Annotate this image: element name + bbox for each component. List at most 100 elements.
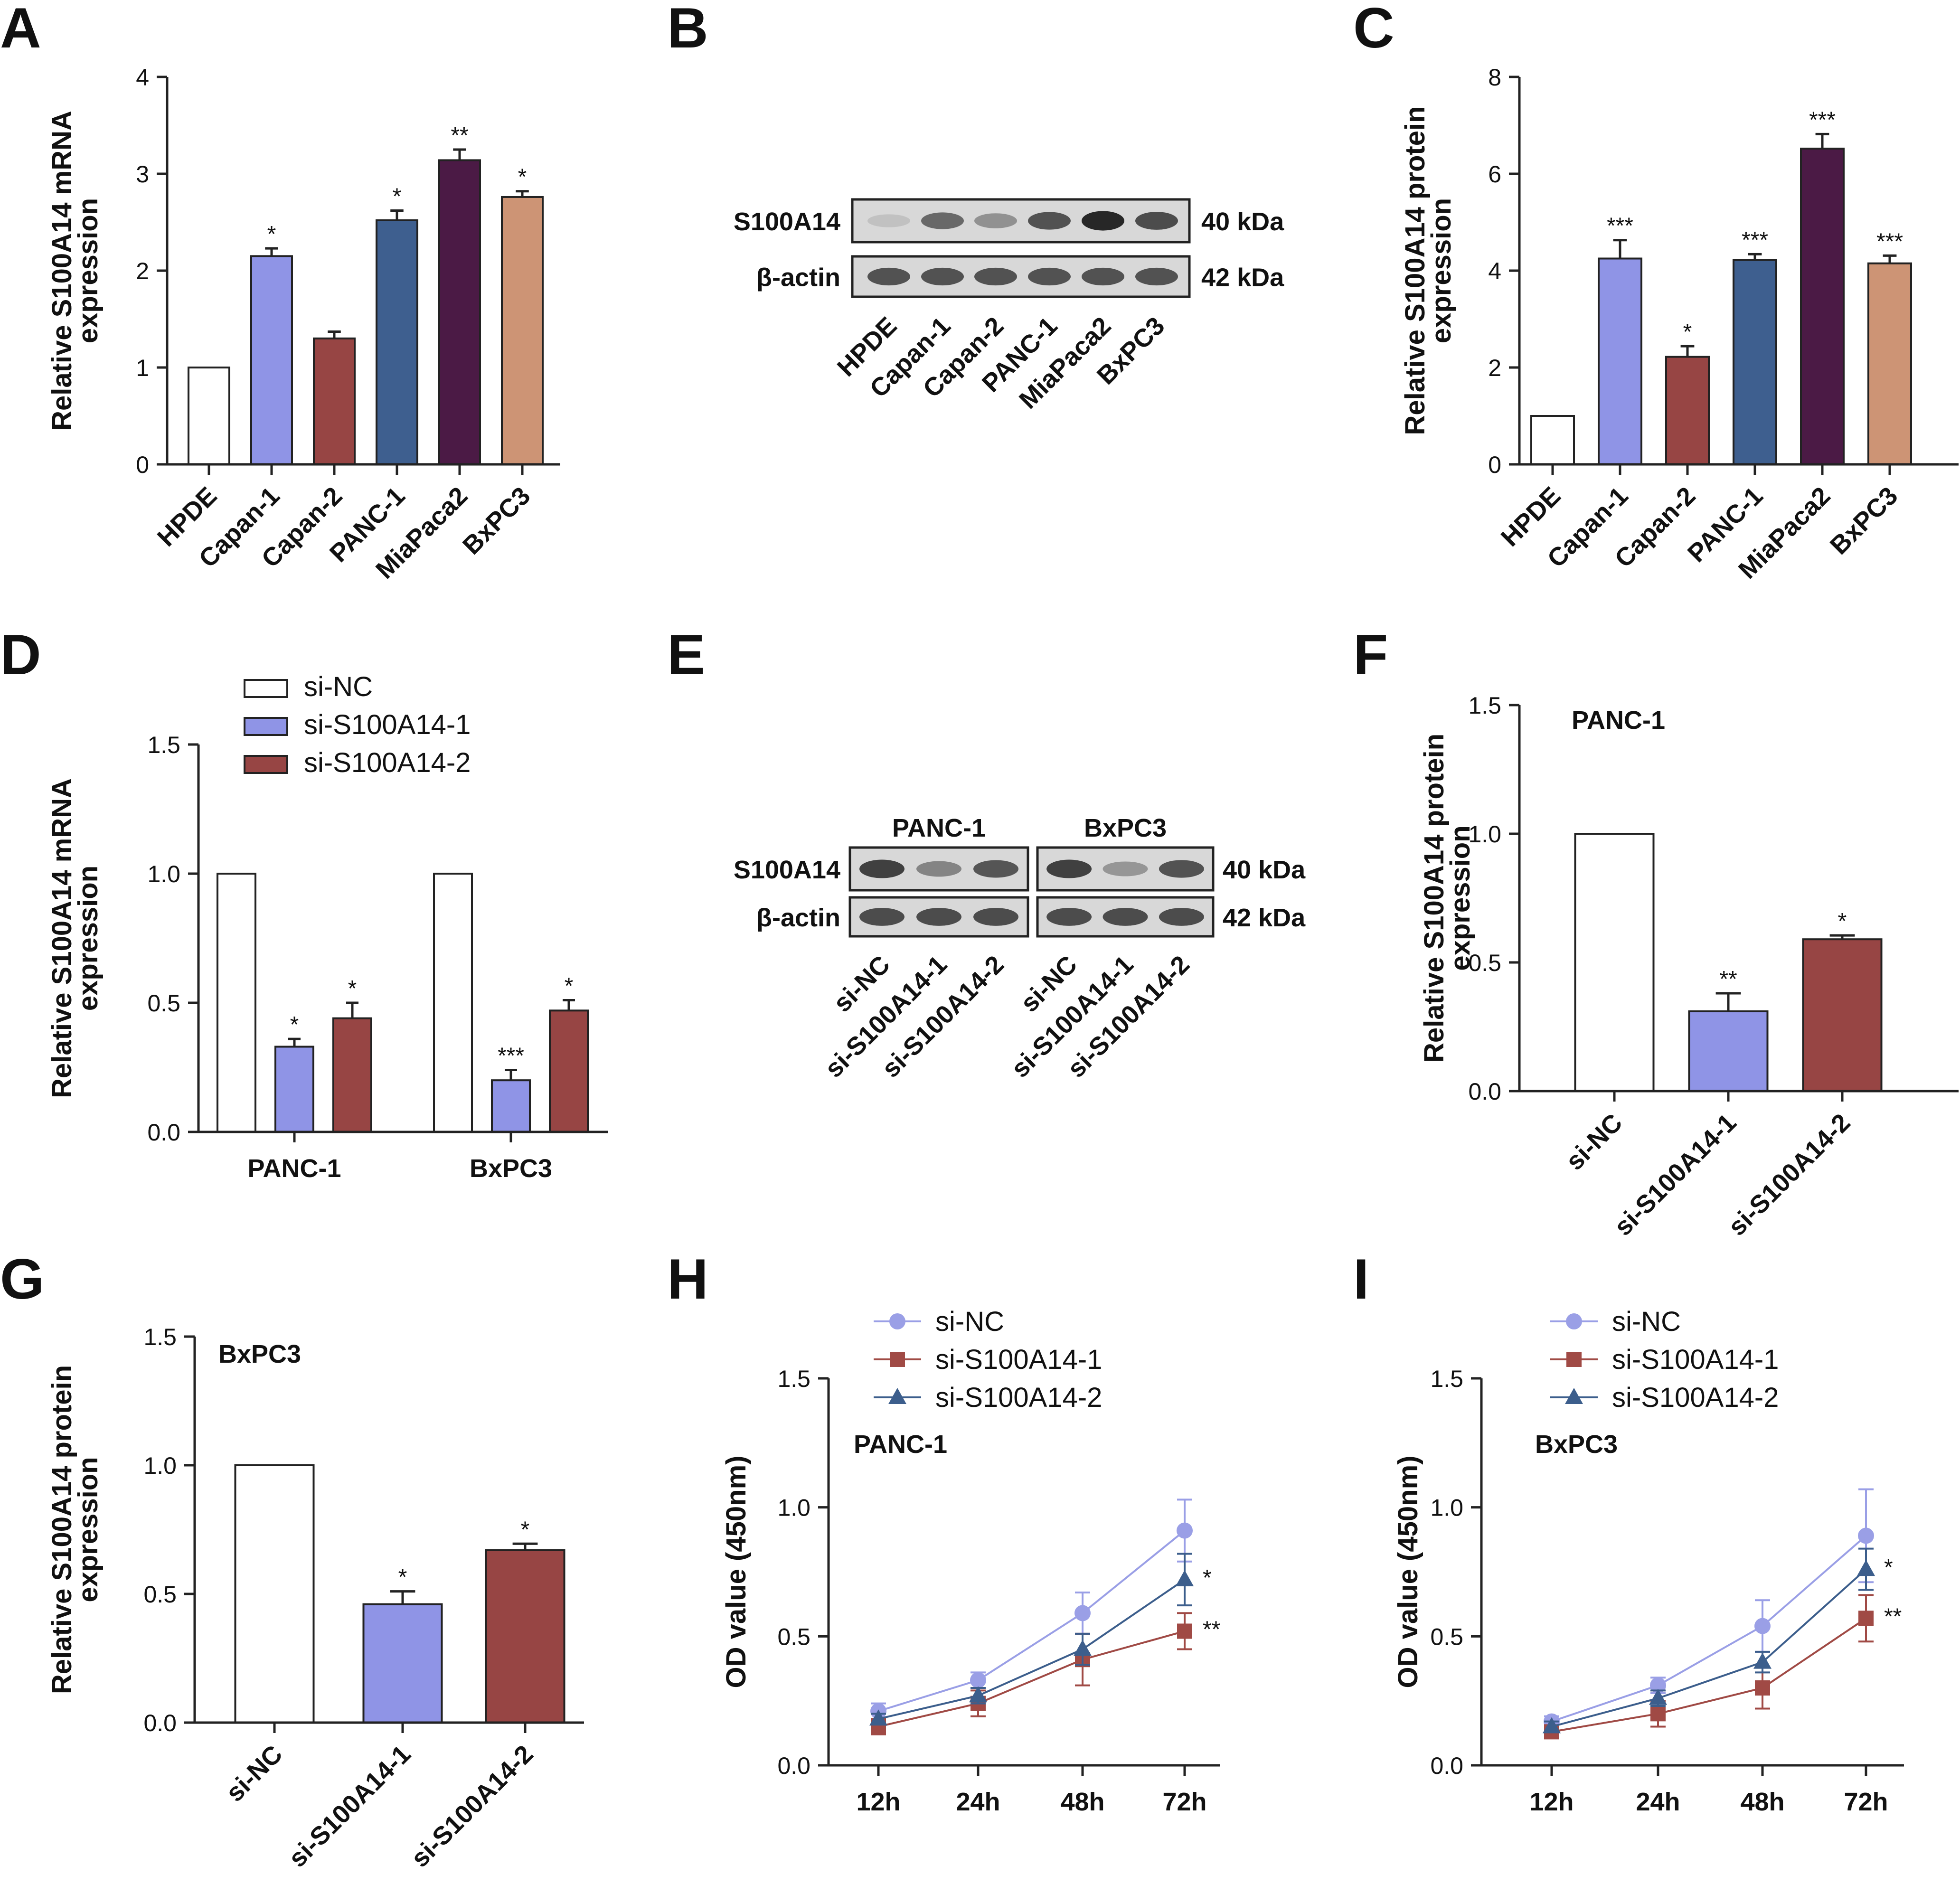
panel-g-y-tick-label: 1.0 [143, 1452, 177, 1479]
panel-f-x-tick-label: si-S100A14-2 [1723, 1108, 1856, 1241]
panel-c-bar [1665, 356, 1710, 465]
panel-b-band [1135, 212, 1178, 230]
panel-a-y-tick-label: 3 [136, 161, 149, 188]
panel-h-x-tick-label: 24h [956, 1788, 1000, 1816]
panel-h-y-tick-label: 1.0 [777, 1495, 810, 1521]
panel-h-legend-label: si-S100A14-1 [935, 1344, 1102, 1375]
panel-i-point [1755, 1680, 1770, 1696]
panel-a-bar [250, 255, 293, 466]
panel-f-y-axis-label: Relative S100A14 protein [1419, 734, 1450, 1063]
panel-b-row-label: S100A14 [734, 207, 840, 236]
panel-f-bar [1802, 938, 1883, 1092]
panel-d-y-tick-label: 1.0 [147, 861, 180, 887]
panel-d-y-tick-label: 0.0 [147, 1119, 180, 1146]
panel-b-band [867, 267, 910, 286]
panel-i-y-tick-label: 1.0 [1430, 1495, 1463, 1521]
panel-i-legend-point [1566, 1352, 1582, 1367]
panel-h-legend-point [889, 1313, 905, 1329]
panel-h-chart: 0.0 0.5 1.0 1.5 OD value (450nm) 12h 24h 48h 72h… [721, 1306, 1220, 1816]
panel-a-y-tick-label: 4 [136, 64, 149, 91]
panel-f-x-tick-label: si-S100A14-1 [1609, 1108, 1742, 1241]
panel-b-band [1135, 267, 1178, 286]
panel-d-y-tick-label: 0.5 [147, 990, 180, 1017]
panel-e-band [973, 860, 1018, 878]
panel-d-significance: * [348, 976, 357, 1001]
panel-f-bar [1688, 1010, 1769, 1092]
panel-g-bar [234, 1464, 315, 1724]
panel-e-band [1159, 860, 1204, 878]
panel-i-series-line [1551, 1617, 1867, 1733]
panel-e-band [859, 859, 905, 878]
panel-e-band [1102, 908, 1148, 926]
panel-a-significance: * [393, 184, 402, 209]
panel-h-legend-label: si-NC [935, 1306, 1004, 1337]
panel-f-x-tick-label: si-NC [1560, 1108, 1628, 1176]
panel-label-h: H [667, 1247, 708, 1311]
panel-h-x-tick-label: 12h [856, 1788, 900, 1816]
panel-h-point [1177, 1522, 1193, 1539]
panel-h-x-tick-label: 72h [1162, 1788, 1206, 1816]
panel-g-x-tick-label: si-S100A14-2 [405, 1740, 538, 1873]
panel-e-band [1159, 908, 1204, 926]
panel-d-chart: 0.0 0.5 1.0 1.5 Relative S100A14 mRNAexpress… [47, 671, 608, 1183]
panel-b-membrane [851, 198, 1191, 244]
panel-c-bar [1598, 257, 1642, 465]
panel-e-band [1046, 859, 1092, 878]
panel-c-y-axis-label: expression [1426, 198, 1457, 343]
panel-g-y-tick-label: 1.5 [143, 1324, 177, 1350]
panel-label-c: C [1353, 0, 1395, 60]
panel-f-bar [1574, 833, 1655, 1092]
panel-i-point [1858, 1611, 1874, 1626]
panel-d-bar [433, 873, 473, 1133]
panel-b-band [974, 213, 1017, 228]
panel-h-y-tick-label: 1.5 [777, 1366, 810, 1392]
panel-i-series-line [1551, 1568, 1867, 1728]
panel-c-significance: *** [1809, 107, 1836, 132]
panel-c-bar [1733, 259, 1777, 465]
panel-i-y-axis-label: OD value (450nm) [1393, 1456, 1423, 1688]
panel-i-point [1649, 1688, 1667, 1705]
panel-a-y-tick-label: 2 [136, 258, 149, 284]
panel-f-significance: ** [1719, 967, 1737, 992]
panel-e-blot: PANC-1si-NCsi-S100A14-1si-S100A14-2BxPC3… [734, 814, 1306, 1083]
panel-h-point [869, 1709, 887, 1726]
panel-a-bar [188, 367, 230, 465]
panel-g-chart: 0.0 0.5 1.0 1.5 Relative S100A14 proteinexpr… [47, 1324, 584, 1873]
panel-d-y-axis-label: expression [73, 866, 104, 1011]
panel-a-bar [438, 159, 481, 465]
panel-g-y-axis-label: Relative S100A14 protein [47, 1365, 77, 1694]
panel-e-group-label: PANC-1 [892, 814, 986, 842]
panel-b-band [921, 212, 964, 229]
panel-d-legend-label: si-S100A14-2 [304, 747, 471, 778]
panel-f-y-tick-label: 0.0 [1468, 1078, 1501, 1105]
panel-b-kda-label: 42 kDa [1201, 264, 1284, 292]
panel-h-point [1177, 1623, 1192, 1639]
panel-i-point [1753, 1652, 1772, 1669]
panel-c-bar [1530, 415, 1575, 465]
panel-c-significance: *** [1607, 214, 1633, 239]
panel-b-band [1028, 212, 1071, 230]
panel-h-point [969, 1686, 987, 1703]
panel-e-row-label: S100A14 [734, 856, 840, 884]
panel-i-series-line [1551, 1535, 1867, 1723]
panel-d-bar [332, 1017, 372, 1133]
panel-e-band [1102, 861, 1148, 876]
panel-b-band [867, 214, 910, 227]
panel-a-x-tick-label: BxPC3 [457, 481, 536, 560]
panel-b-band [974, 267, 1017, 286]
panel-a-y-axis-label: Relative S100A14 mRNA [47, 111, 77, 431]
panel-h-series-line [878, 1579, 1186, 1720]
panel-d-legend-label: si-NC [304, 671, 373, 702]
panel-e-kda-label: 42 kDa [1223, 904, 1306, 932]
panel-c-y-axis-label: Relative S100A14 protein [1400, 106, 1431, 435]
panel-i-point [1754, 1618, 1771, 1634]
panel-g-significance: * [521, 1517, 530, 1542]
panel-e-row-label: β-actin [756, 904, 840, 932]
panel-b-band [1082, 211, 1124, 231]
panel-h-point [1074, 1605, 1091, 1621]
panel-i-point [1543, 1717, 1561, 1734]
panel-d-bar [274, 1046, 314, 1133]
